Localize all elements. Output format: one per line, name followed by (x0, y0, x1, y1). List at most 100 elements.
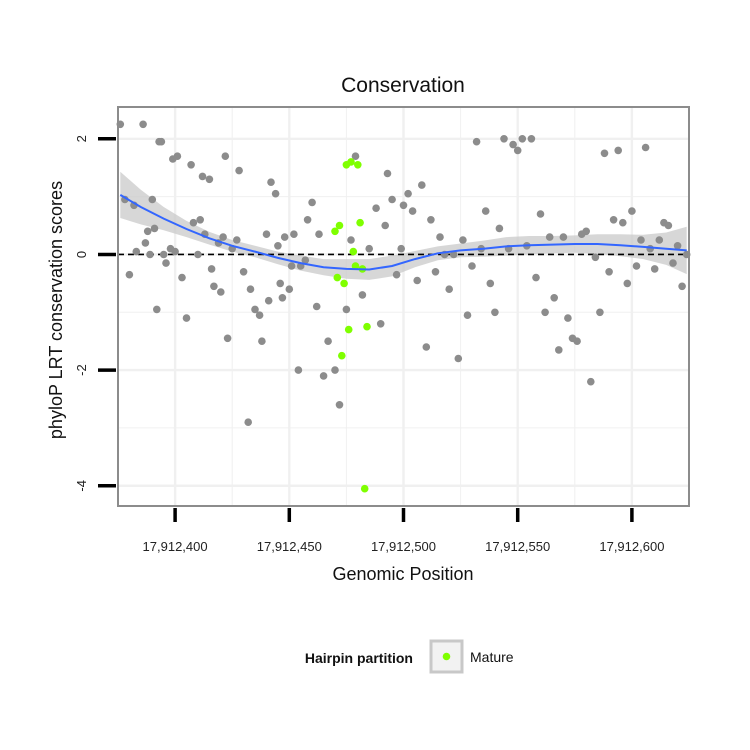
data-point (255, 311, 264, 320)
panel-border (117, 106, 690, 507)
data-point (162, 259, 170, 267)
data-point (678, 282, 686, 291)
data-point (276, 279, 285, 288)
data-point (171, 247, 179, 256)
data-point (146, 250, 154, 259)
data-point (205, 175, 214, 184)
y-tick-label: 0 (74, 251, 89, 258)
data-point (641, 143, 650, 152)
data-point (258, 337, 266, 346)
x-tick-label: 17,912,500 (371, 539, 436, 554)
data-point (481, 207, 490, 215)
data-point-mature (354, 161, 362, 169)
data-point-mature (331, 227, 339, 236)
data-point (623, 279, 632, 288)
legend: Hairpin partition Mature (305, 639, 514, 674)
data-point (383, 169, 392, 178)
data-point (637, 236, 645, 244)
data-point (194, 250, 202, 259)
data-point (290, 230, 298, 238)
data-point (351, 152, 360, 160)
data-point (605, 268, 613, 276)
data-point (550, 294, 558, 302)
data-point (495, 224, 504, 233)
data-point (143, 227, 152, 236)
data-point (454, 354, 463, 363)
data-point (244, 418, 252, 427)
data-point (159, 250, 168, 259)
data-point (628, 207, 636, 215)
data-point (427, 216, 435, 224)
data-point-mature (351, 262, 360, 270)
data-point (609, 216, 618, 224)
data-point (536, 210, 545, 218)
data-point (559, 233, 568, 241)
data-point (233, 236, 241, 244)
data-point (303, 216, 312, 224)
data-point (619, 218, 627, 227)
data-point (264, 296, 273, 305)
data-point (418, 181, 426, 189)
data-point (600, 149, 609, 158)
data-point-mature (349, 247, 358, 256)
data-point (324, 337, 332, 346)
data-point (301, 256, 310, 265)
data-point (148, 195, 157, 204)
data-point (587, 377, 595, 386)
data-point (139, 120, 147, 129)
data-point (541, 308, 549, 317)
data-point-mature (340, 279, 348, 288)
data-point (392, 270, 401, 279)
x-axis-title: Genomic Position (332, 564, 473, 584)
data-point (239, 268, 248, 276)
data-point (614, 146, 622, 155)
data-point (573, 337, 581, 346)
data-point (518, 135, 527, 143)
data-point (669, 259, 677, 267)
data-point (153, 305, 161, 314)
data-point (196, 216, 204, 224)
data-point (217, 288, 225, 296)
data-point (513, 146, 522, 155)
data-point (527, 135, 536, 143)
data-point (173, 152, 182, 160)
data-point (468, 262, 476, 270)
data-point-mature (363, 322, 371, 331)
data-point (500, 135, 508, 143)
data-point (347, 236, 355, 244)
data-point (210, 282, 218, 291)
data-point (235, 166, 243, 175)
data-point (650, 265, 659, 273)
data-point (422, 343, 431, 351)
data-point-mature (360, 484, 369, 493)
data-point (486, 279, 495, 288)
y-tick-label: -4 (74, 480, 89, 492)
data-point (223, 334, 232, 343)
data-point (431, 268, 440, 276)
x-tick-label: 17,912,550 (485, 539, 550, 554)
data-point (472, 137, 481, 146)
data-point (646, 244, 654, 253)
data-point (655, 236, 664, 244)
data-point (404, 189, 412, 198)
data-point (207, 265, 216, 273)
data-point (125, 270, 134, 279)
data-point (408, 207, 417, 215)
data-point (591, 253, 600, 262)
x-tick-label: 17,912,450 (257, 539, 322, 554)
data-point (376, 320, 385, 328)
legend-key-mature (442, 652, 451, 661)
data-point (251, 305, 259, 314)
data-point (555, 346, 563, 354)
data-point-mature (333, 273, 342, 282)
data-point (262, 230, 271, 238)
data-point (463, 311, 472, 320)
data-point (221, 152, 230, 160)
data-point (459, 236, 467, 244)
y-tick-label: 2 (74, 135, 89, 142)
data-point (308, 198, 316, 207)
data-point (673, 242, 682, 250)
data-point (312, 302, 321, 311)
data-point (664, 221, 673, 230)
